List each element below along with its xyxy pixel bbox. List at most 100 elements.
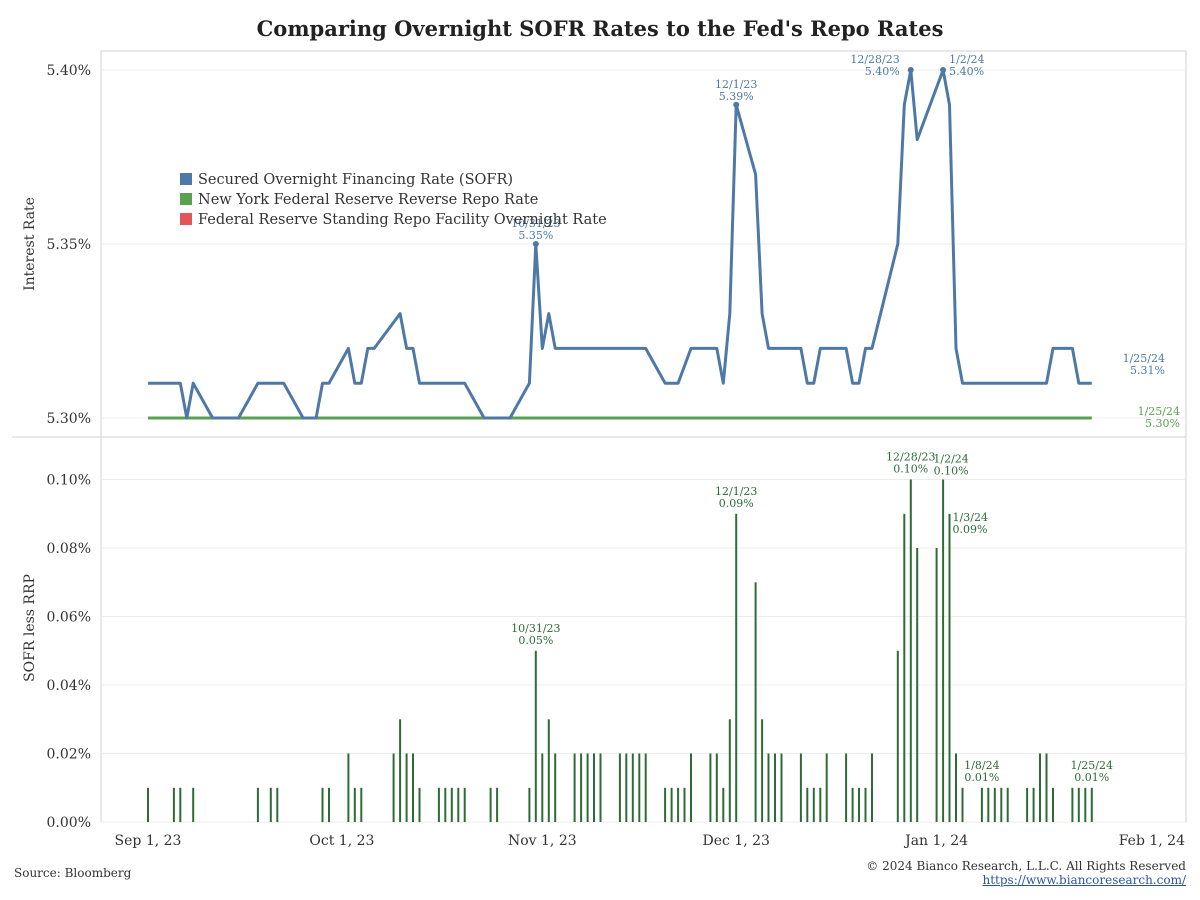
legend-swatch-srf: [180, 213, 192, 225]
spread-bar: [256, 787, 259, 823]
spread-bar: [541, 753, 544, 822]
bottom-y-tick-label: 0.04%: [47, 678, 91, 694]
legend-swatch-rrp: [180, 193, 192, 205]
spread-bar: [955, 753, 957, 822]
spread-bar: [593, 753, 595, 822]
annotation-value: 5.40%: [865, 65, 900, 78]
spread-bar: [916, 548, 919, 822]
top-y-tick-label: 5.35%: [47, 237, 91, 253]
legend-item-srf: Federal Reserve Standing Repo Facility O…: [180, 212, 607, 228]
spread-bar: [735, 513, 738, 823]
spread-bar: [496, 787, 499, 823]
spread-bar: [754, 582, 757, 823]
spread-bar: [799, 753, 802, 822]
bar-annotation-value: 0.05%: [518, 634, 553, 647]
spread-bar: [360, 787, 363, 823]
spread-bar: [1045, 753, 1048, 822]
x-tick-label: Oct 1, 23: [309, 833, 374, 849]
bar-annotation-date: 1/25/24: [1071, 759, 1113, 772]
legend-item-rrp: New York Federal Reserve Reverse Repo Ra…: [180, 192, 538, 208]
bottom-y-tick-label: 0.08%: [47, 541, 91, 557]
spread-bar: [573, 753, 576, 822]
bar-annotation-date: 12/1/23: [715, 485, 757, 498]
spread-bar: [444, 787, 447, 823]
spread-bar: [780, 753, 783, 822]
annotation-marker: [532, 241, 539, 247]
spread-bar: [980, 787, 983, 823]
bottom-y-axis-title: SOFR less RRP: [22, 574, 38, 682]
bar-annotation-value: 0.10%: [893, 463, 928, 476]
legend-swatch-sofr: [180, 173, 192, 185]
spread-bar: [715, 753, 718, 822]
spread-bar: [1000, 787, 1003, 823]
source-note: Source: Bloomberg: [14, 866, 132, 880]
spread-bar: [392, 753, 395, 822]
spread-bar: [1052, 787, 1054, 823]
bar-annotation-date: 12/28/23: [886, 451, 935, 464]
spread-bar: [858, 787, 860, 823]
spread-bar: [851, 787, 854, 823]
spread-bar: [767, 753, 770, 822]
spread-bar: [599, 753, 602, 822]
legend-item-sofr: Secured Overnight Financing Rate (SOFR): [180, 172, 513, 188]
series-line-sofr: [148, 68, 1092, 420]
legend-label-rrp: New York Federal Reserve Reverse Repo Ra…: [198, 192, 539, 208]
spread-bar: [909, 479, 912, 822]
bottom-y-tick-label: 0.06%: [47, 610, 91, 626]
spread-bar: [321, 787, 324, 823]
x-tick-label: Sep 1, 23: [115, 833, 182, 849]
spread-bar: [1006, 787, 1009, 823]
x-tick-label: Nov 1, 23: [508, 833, 577, 849]
spread-bar: [399, 719, 402, 823]
annotation-value: 5.30%: [1145, 417, 1180, 430]
spread-bar: [1071, 787, 1074, 823]
annotation-date: 10/31/23: [511, 217, 560, 230]
annotation-marker: [940, 67, 947, 73]
annotation-value: 5.31%: [1130, 364, 1165, 377]
spread-bar: [463, 787, 466, 823]
spread-bar: [864, 787, 867, 823]
spread-bar: [580, 753, 583, 822]
bar-annotation-date: 1/3/24: [953, 511, 988, 524]
bar-annotation-value: 0.09%: [953, 523, 988, 536]
spread-bar: [819, 787, 822, 823]
annotation-marker: [907, 67, 914, 73]
bottom-y-tick-label: 0.02%: [47, 747, 91, 763]
annotations: 10/31/235.35%12/1/235.39%12/28/235.40%1/…: [511, 53, 1180, 784]
copyright-note: © 2024 Bianco Research, L.L.C. All Right…: [866, 859, 1186, 873]
bar-annotation-value: 0.10%: [934, 465, 969, 478]
annotation-value: 5.35%: [518, 229, 553, 242]
top-panel-series: [148, 68, 1092, 420]
spread-bar: [942, 479, 945, 822]
spread-bar: [528, 787, 531, 823]
spread-bar: [728, 719, 731, 823]
spread-bar: [450, 787, 453, 823]
spread-bar: [147, 787, 149, 823]
spread-bar: [903, 513, 906, 823]
chart-title: Comparing Overnight SOFR Rates to the Fe…: [256, 16, 944, 41]
spread-bar: [618, 753, 621, 822]
top-y-tick-label: 5.40%: [47, 63, 91, 79]
x-tick-label: Jan 1, 24: [903, 833, 968, 849]
bottom-panel-bars: [147, 479, 1093, 823]
spread-bar: [1077, 787, 1080, 823]
spread-bar: [269, 787, 272, 823]
top-y-axis-title: Interest Rate: [22, 197, 38, 291]
bar-annotation-date: 10/31/23: [511, 622, 560, 635]
spread-bar: [276, 787, 279, 823]
spread-bar: [353, 787, 356, 823]
gridlines: [101, 69, 1186, 823]
x-tick-label: Dec 1, 23: [703, 833, 770, 849]
spread-bar: [437, 787, 440, 823]
spread-bar: [631, 753, 634, 822]
spread-bar: [347, 753, 350, 822]
x-tick-label: Feb 1, 24: [1119, 833, 1185, 849]
spread-bar: [677, 787, 680, 823]
spread-bar: [961, 787, 964, 823]
spread-bar: [586, 753, 589, 822]
spread-bar: [534, 650, 537, 823]
website-link[interactable]: https://www.biancoresearch.com/: [982, 873, 1186, 887]
annotation-value: 5.40%: [949, 65, 984, 78]
spread-bar: [192, 787, 195, 823]
